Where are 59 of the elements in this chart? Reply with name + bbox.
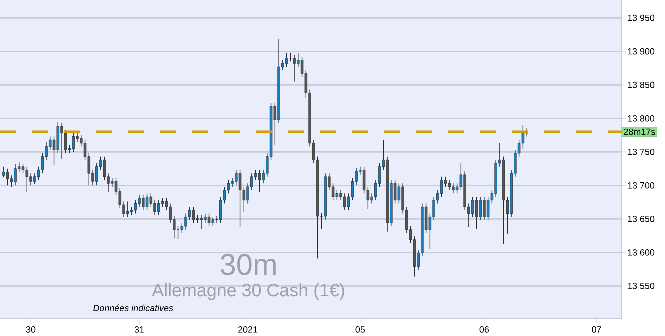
candlestick xyxy=(344,193,346,211)
candlestick xyxy=(184,213,188,230)
candlestick xyxy=(126,201,130,218)
candlestick xyxy=(14,164,17,186)
ref-line-label: 28m17s xyxy=(624,128,656,136)
candlestick xyxy=(486,196,490,221)
candlestick xyxy=(452,183,455,194)
candlestick xyxy=(72,133,75,152)
candlestick xyxy=(192,206,196,224)
y-tick-label: 13 550 xyxy=(628,282,655,290)
y-tick-label: 13 900 xyxy=(628,48,655,55)
candlestick xyxy=(96,163,98,186)
candlestick xyxy=(134,200,138,214)
y-tick-label: 13 800 xyxy=(628,115,655,122)
x-tick-label: 07 xyxy=(592,326,602,333)
candlestick xyxy=(154,200,156,216)
y-tick-label: 13 650 xyxy=(628,216,655,222)
candlestick xyxy=(26,166,28,193)
candlestick xyxy=(336,190,339,201)
candlestick xyxy=(204,213,207,224)
candlestick xyxy=(475,196,478,230)
candlestick xyxy=(293,54,296,82)
candlestick xyxy=(285,52,288,68)
y-tick-label: 13 750 xyxy=(628,148,655,156)
candlestick xyxy=(103,156,106,181)
candlestick xyxy=(208,213,211,227)
candlestick xyxy=(22,164,25,174)
candlestick xyxy=(56,122,60,154)
candlestick xyxy=(6,168,10,186)
candlestick xyxy=(483,196,486,221)
candlestick xyxy=(200,214,203,230)
candlestick xyxy=(60,122,64,160)
candlestick xyxy=(142,194,145,211)
candlestick xyxy=(471,196,474,218)
y-tick-label: 13 700 xyxy=(628,182,655,189)
annotation: 30m xyxy=(220,254,276,276)
candlestick xyxy=(158,200,160,216)
x-tick-label: 06 xyxy=(480,326,490,333)
candlestick xyxy=(440,176,444,198)
x-tick-label: 2021 xyxy=(238,326,258,333)
candlestick xyxy=(212,216,215,227)
candlestick xyxy=(64,130,68,154)
y-tick-label: 13 600 xyxy=(628,249,655,256)
candlestick xyxy=(146,193,149,211)
x-tick-label: 05 xyxy=(356,326,366,333)
candlestick xyxy=(238,170,242,228)
annotation: Allemagne 30 Cash (1€) xyxy=(152,284,344,300)
candlestick xyxy=(34,173,36,185)
candlestick xyxy=(2,166,6,178)
candlestick xyxy=(479,196,482,221)
y-tick-label: 13 850 xyxy=(628,82,655,88)
candlestick xyxy=(258,170,262,193)
x-tick-label: 30 xyxy=(26,326,36,333)
y-tick-label: 13 950 xyxy=(628,14,655,22)
candlestick xyxy=(138,194,141,208)
x-tick-label: 31 xyxy=(134,326,144,333)
annotation: Données indicatives xyxy=(94,304,174,312)
candlestick xyxy=(448,180,451,191)
candlestick xyxy=(30,173,32,186)
